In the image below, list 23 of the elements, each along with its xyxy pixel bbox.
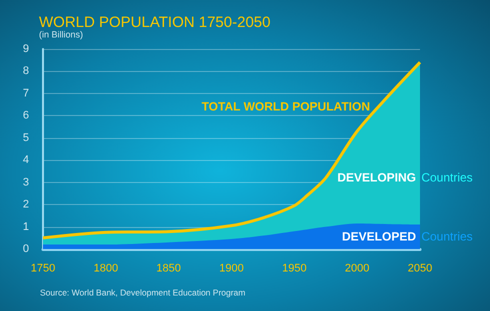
series-label: DEVELOPED Countries (342, 230, 473, 244)
y-tick-label: 6 (22, 110, 29, 122)
series-label: TOTAL WORLD POPULATION (202, 99, 370, 114)
y-tick-label: 0 (22, 243, 29, 255)
y-tick-label: 1 (22, 220, 29, 233)
x-tick-label: 1800 (94, 262, 118, 274)
y-tick-label: 2 (22, 198, 29, 211)
y-tick-label: 7 (22, 87, 29, 100)
series-label: DEVELOPING Countries (337, 170, 473, 184)
y-tick-label: 4 (22, 154, 29, 166)
x-tick-label: 2000 (344, 262, 370, 274)
source-note: Source: World Bank, Development Education Program (40, 288, 246, 298)
x-tick-label: 1850 (156, 262, 181, 274)
y-tick-label: 3 (22, 176, 29, 188)
x-tick-label: 1750 (30, 262, 56, 274)
y-tick-label: 5 (22, 132, 29, 144)
chart-title: WORLD POPULATION 1750-2050 (39, 14, 270, 31)
x-tick-label: 2050 (408, 262, 432, 274)
x-tick-label: 1900 (219, 262, 244, 274)
chart-subtitle: (in Billions) (39, 30, 84, 40)
y-tick-label: 8 (22, 65, 29, 78)
x-tick-label: 1950 (282, 262, 307, 274)
y-tick-label: 9 (22, 43, 29, 55)
